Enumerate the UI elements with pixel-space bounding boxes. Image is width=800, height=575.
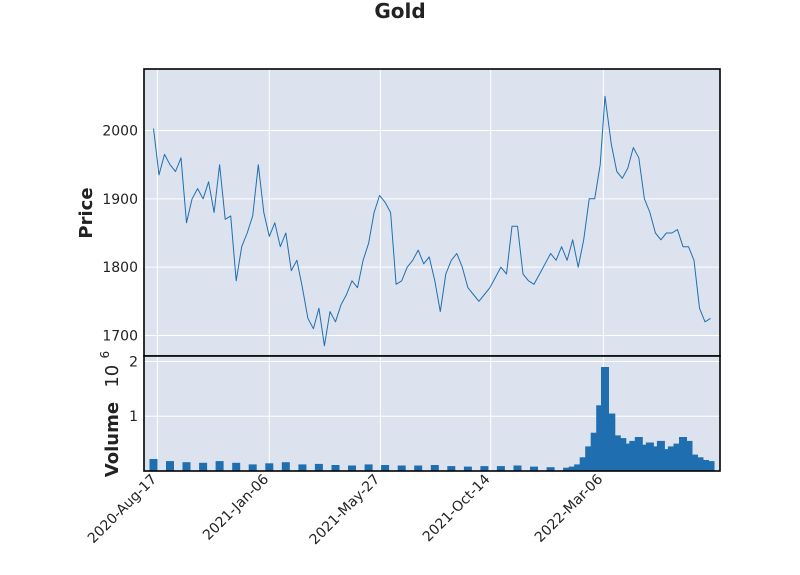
volume-bar [281, 462, 290, 471]
volume-bar [623, 443, 632, 471]
x-tick-label: 2021-Oct-14 [420, 471, 494, 545]
volume-bar [447, 466, 456, 471]
price-y-tick-label: 1800 [102, 260, 138, 276]
volume-bar [568, 466, 577, 471]
volume-bar [546, 467, 555, 471]
volume-y-tick-label: 2 [129, 354, 138, 370]
volume-bar [496, 466, 505, 471]
volume-bar [640, 444, 649, 471]
volume-bar [618, 438, 627, 471]
volume-y-tick-label: 1 [129, 409, 138, 425]
price-line [153, 95, 711, 347]
volume-bar [645, 442, 654, 471]
volume-bar [248, 464, 257, 471]
volume-bar [612, 435, 621, 471]
price-series [153, 95, 711, 347]
volume-bar [634, 437, 643, 471]
volume-bar [579, 457, 588, 471]
volume-bar [430, 465, 439, 471]
volume-bar [397, 465, 406, 471]
volume-bar [673, 443, 682, 471]
volume-bar [706, 461, 715, 471]
volume-bar [607, 413, 616, 471]
price-y-ticks: 1700 1800 1900 2000 [102, 124, 138, 345]
price-axis-label: Price [76, 187, 97, 238]
price-y-tick-label: 1900 [102, 192, 138, 208]
volume-bar [530, 466, 538, 471]
volume-bar [348, 465, 356, 471]
volume-bar [364, 464, 373, 471]
volume-bar [629, 440, 638, 471]
volume-bar [679, 437, 687, 471]
volume-bar [656, 440, 665, 471]
x-tick-label: 2022-Mar-06 [532, 471, 606, 545]
x-axis-ticks: 2020-Aug-17 2021-Jan-06 2021-May-27 2021-Oc… [85, 471, 606, 548]
volume-bar [331, 465, 340, 471]
volume-bar [701, 460, 709, 471]
volume-bar [662, 449, 671, 471]
price-y-tick-label: 2000 [102, 124, 138, 140]
volume-panel-frame [143, 355, 721, 472]
x-tick-label: 2020-Aug-17 [85, 472, 160, 547]
volume-bar [480, 466, 489, 471]
volume-bar [463, 466, 472, 471]
volume-bar [182, 462, 191, 471]
volume-axis-label: Volume 10 6 [98, 351, 123, 477]
volume-bar [585, 446, 594, 471]
volume-grid [144, 356, 720, 471]
x-tick-label: 2021-May-27 [307, 472, 384, 549]
price-panel [144, 69, 720, 356]
volume-bar [684, 440, 693, 471]
volume-bar [414, 465, 423, 471]
chart-title: Gold [374, 0, 425, 23]
volume-bar [513, 465, 522, 471]
volume-bar [590, 432, 599, 471]
volume-bar [381, 465, 390, 471]
volume-scale-base: 10 [102, 365, 123, 388]
volume-scale-exponent: 6 [98, 351, 112, 359]
volume-bar [695, 457, 704, 471]
volume-bar [690, 454, 698, 471]
volume-bar [298, 464, 307, 471]
volume-bar [667, 446, 676, 471]
volume-axis-name: Volume [102, 402, 123, 477]
volume-bar [232, 462, 241, 471]
price-y-tick-label: 1700 [102, 329, 138, 345]
volume-bar [574, 464, 583, 471]
volume-bar [149, 459, 158, 471]
volume-bar [314, 463, 323, 471]
volume-bar [199, 462, 208, 471]
volume-y-ticks: 12 [129, 354, 138, 425]
volume-bar [596, 405, 605, 471]
x-tick-label: 2021-Jan-06 [200, 471, 272, 543]
volume-bars [149, 367, 715, 471]
volume-bar [166, 461, 174, 471]
volume-bar [265, 463, 274, 471]
volume-bar [563, 467, 572, 471]
volume-bar [651, 446, 660, 471]
volume-bar [601, 367, 609, 471]
volume-bar [215, 461, 224, 471]
